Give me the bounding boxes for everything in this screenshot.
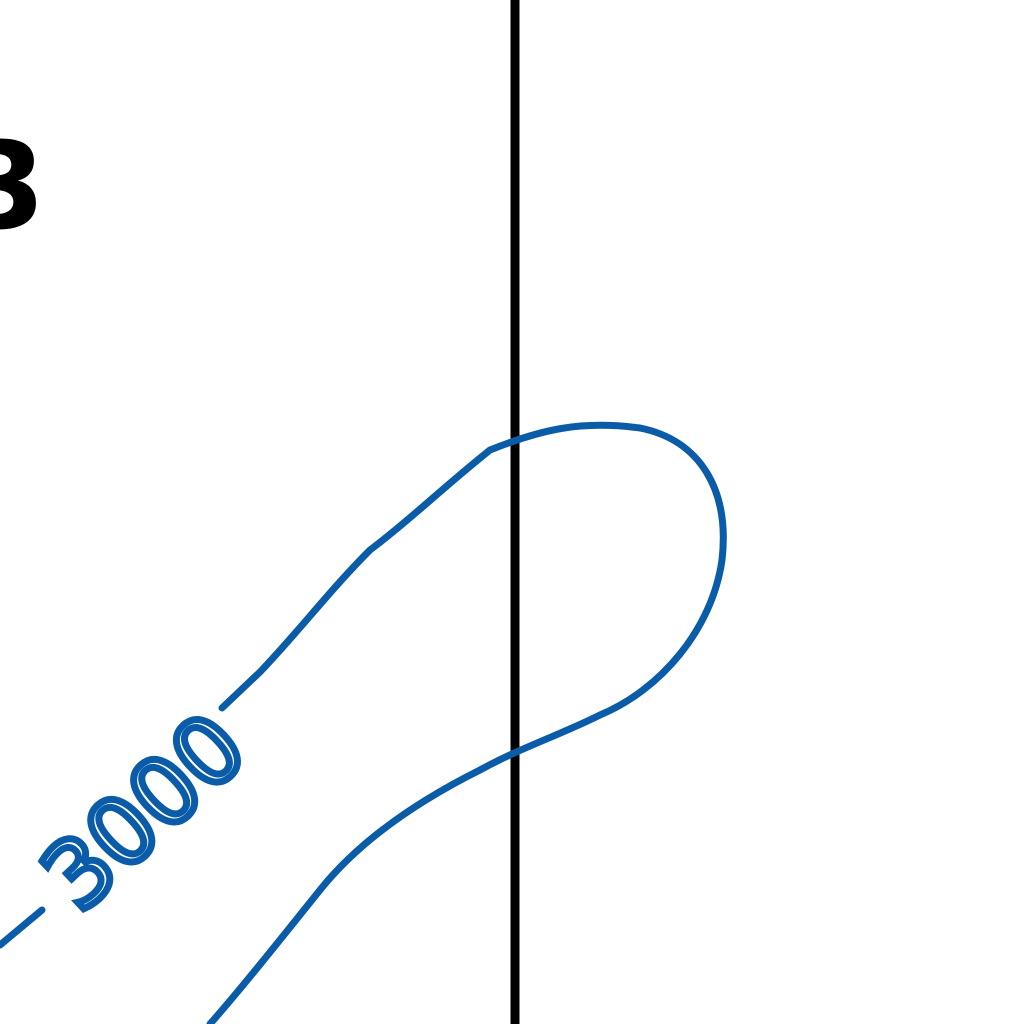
contour-label: 3000 xyxy=(22,693,266,931)
contour-line-3000-stub xyxy=(0,906,46,949)
contour-line-3000 xyxy=(206,421,727,1024)
grid-label: 3 xyxy=(0,118,46,257)
